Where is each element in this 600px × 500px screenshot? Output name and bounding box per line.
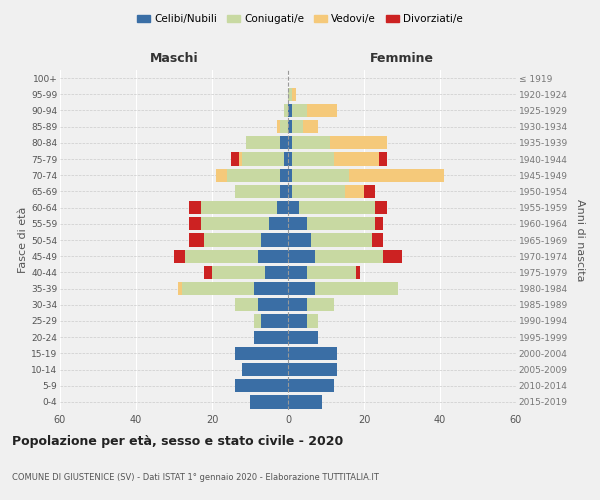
Bar xyxy=(292,88,296,101)
Bar xyxy=(288,266,307,279)
Bar xyxy=(288,136,292,149)
Bar xyxy=(349,168,444,182)
Bar xyxy=(292,168,349,182)
Bar xyxy=(235,346,288,360)
Bar xyxy=(235,298,257,312)
Bar xyxy=(376,217,383,230)
Bar xyxy=(288,379,334,392)
Bar xyxy=(288,282,314,295)
Bar xyxy=(254,314,262,328)
Bar xyxy=(277,120,280,134)
Bar xyxy=(288,298,307,312)
Bar xyxy=(257,298,288,312)
Bar xyxy=(364,185,376,198)
Bar xyxy=(307,217,376,230)
Bar xyxy=(288,250,314,263)
Bar xyxy=(288,168,292,182)
Bar xyxy=(314,250,383,263)
Bar xyxy=(216,168,227,182)
Bar xyxy=(265,266,288,279)
Bar xyxy=(292,136,330,149)
Bar xyxy=(292,185,345,198)
Bar xyxy=(235,379,288,392)
Bar xyxy=(231,152,239,166)
Bar xyxy=(182,282,254,295)
Bar xyxy=(277,201,288,214)
Bar xyxy=(307,314,319,328)
Bar xyxy=(307,298,334,312)
Bar xyxy=(242,152,284,166)
Bar xyxy=(280,185,288,198)
Bar xyxy=(262,314,288,328)
Bar xyxy=(257,250,288,263)
Bar xyxy=(212,266,265,279)
Bar xyxy=(205,234,262,246)
Bar xyxy=(334,152,379,166)
Y-axis label: Fasce di età: Fasce di età xyxy=(18,207,28,273)
Bar xyxy=(314,282,398,295)
Bar xyxy=(288,234,311,246)
Bar xyxy=(280,136,288,149)
Bar xyxy=(189,201,200,214)
Bar xyxy=(246,136,280,149)
Bar xyxy=(307,104,337,117)
Bar xyxy=(227,168,280,182)
Bar xyxy=(174,250,185,263)
Text: COMUNE DI GIUSTENICE (SV) - Dati ISTAT 1° gennaio 2020 - Elaborazione TUTTITALIA: COMUNE DI GIUSTENICE (SV) - Dati ISTAT 1… xyxy=(12,472,379,482)
Bar xyxy=(280,120,288,134)
Bar xyxy=(262,234,288,246)
Bar xyxy=(280,168,288,182)
Bar xyxy=(288,104,292,117)
Bar xyxy=(288,363,337,376)
Text: Maschi: Maschi xyxy=(149,52,199,65)
Bar xyxy=(288,88,292,101)
Bar xyxy=(200,217,269,230)
Bar xyxy=(269,217,288,230)
Bar xyxy=(356,266,360,279)
Bar xyxy=(178,282,182,295)
Bar xyxy=(235,185,280,198)
Bar xyxy=(345,185,364,198)
Bar xyxy=(292,120,303,134)
Y-axis label: Anni di nascita: Anni di nascita xyxy=(575,198,584,281)
Bar xyxy=(376,201,387,214)
Bar xyxy=(299,201,376,214)
Bar xyxy=(288,314,307,328)
Bar xyxy=(239,152,242,166)
Bar xyxy=(288,330,319,344)
Text: Popolazione per età, sesso e stato civile - 2020: Popolazione per età, sesso e stato civil… xyxy=(12,435,343,448)
Bar xyxy=(292,104,307,117)
Bar xyxy=(288,217,307,230)
Bar xyxy=(292,152,334,166)
Legend: Celibi/Nubili, Coniugati/e, Vedovi/e, Divorziati/e: Celibi/Nubili, Coniugati/e, Vedovi/e, Di… xyxy=(133,10,467,29)
Bar xyxy=(288,201,299,214)
Bar xyxy=(205,266,212,279)
Bar xyxy=(371,234,383,246)
Text: Femmine: Femmine xyxy=(370,52,434,65)
Bar xyxy=(303,120,319,134)
Bar xyxy=(254,330,288,344)
Bar xyxy=(288,152,292,166)
Bar xyxy=(189,234,205,246)
Bar xyxy=(189,217,200,230)
Bar xyxy=(288,396,322,408)
Bar xyxy=(307,266,356,279)
Bar xyxy=(311,234,371,246)
Bar xyxy=(288,185,292,198)
Bar xyxy=(242,363,288,376)
Bar xyxy=(330,136,387,149)
Bar xyxy=(383,250,402,263)
Bar xyxy=(284,104,288,117)
Bar xyxy=(185,250,257,263)
Bar xyxy=(254,282,288,295)
Bar xyxy=(379,152,387,166)
Bar xyxy=(250,396,288,408)
Bar xyxy=(200,201,277,214)
Bar xyxy=(288,120,292,134)
Bar xyxy=(284,152,288,166)
Bar xyxy=(288,346,337,360)
